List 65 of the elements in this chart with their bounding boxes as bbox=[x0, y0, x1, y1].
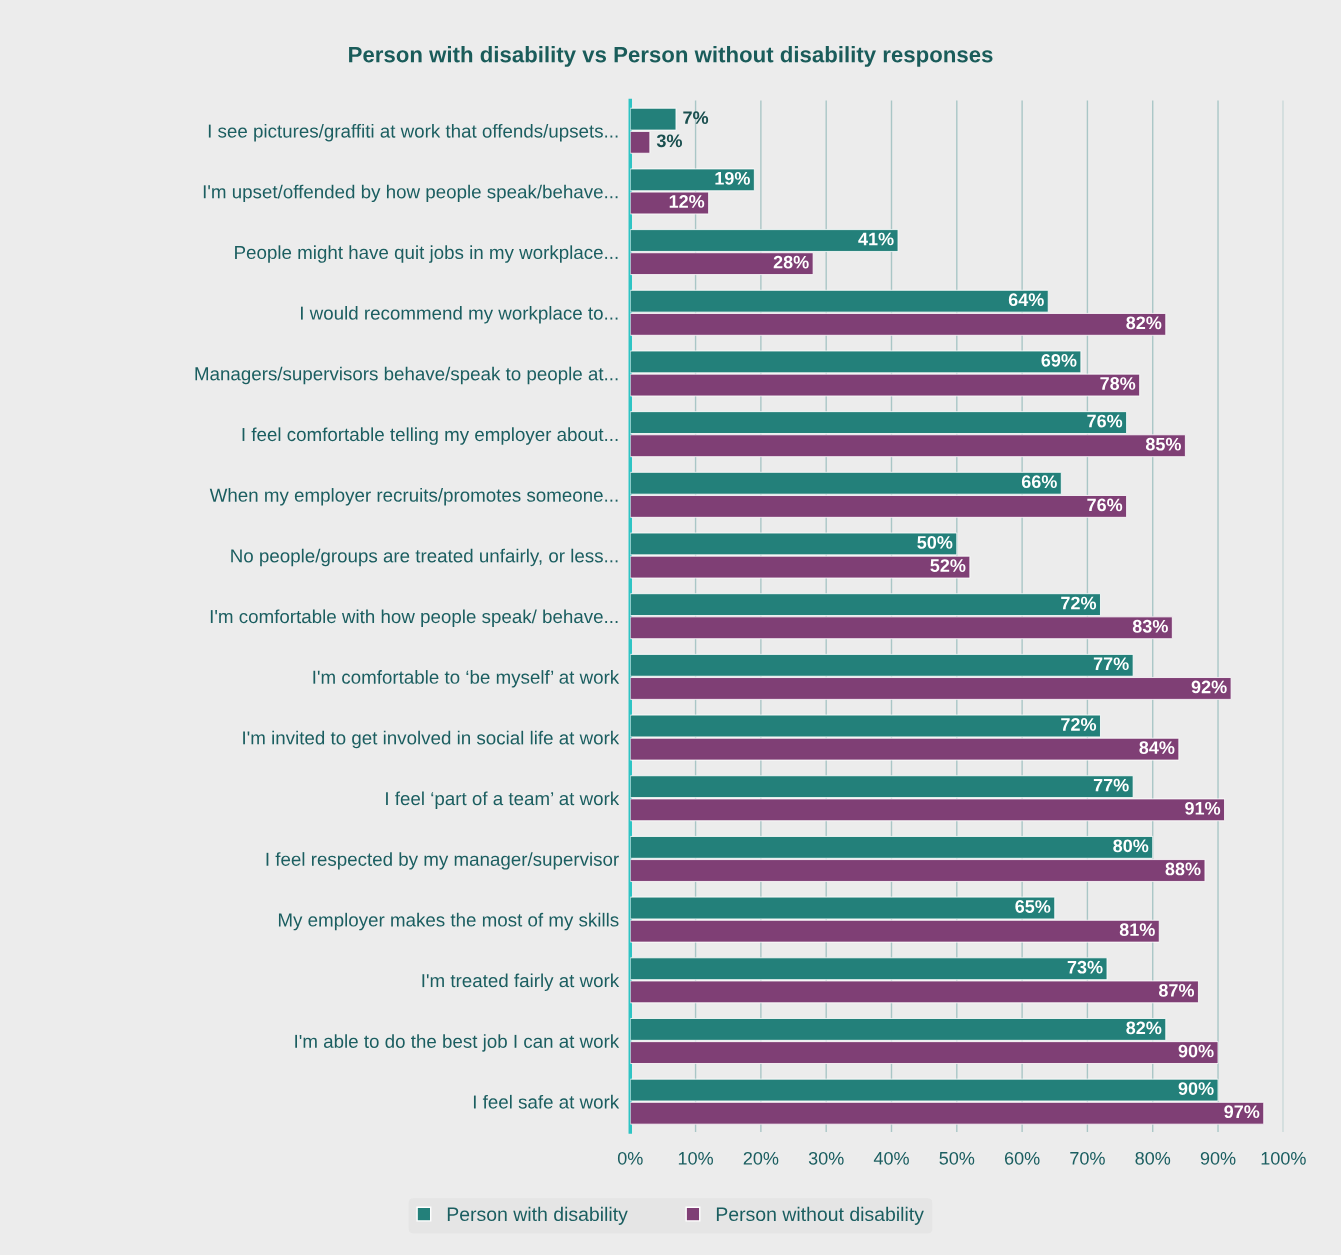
y-tick-label: I'm upset/offended by how people speak/behave... bbox=[203, 184, 618, 203]
data-label: 87% bbox=[1158, 983, 1195, 997]
data-label: 84% bbox=[1139, 741, 1175, 754]
x-tick-label: 60% bbox=[1004, 1151, 1040, 1165]
data-label: 82% bbox=[1126, 316, 1162, 330]
data-label: 78% bbox=[1100, 377, 1136, 390]
data-label: 65% bbox=[1015, 900, 1051, 913]
y-tick-label: I'm invited to get involved in social life at work bbox=[243, 730, 620, 749]
y-tick-label: I would recommend my workplace to... bbox=[301, 306, 618, 324]
legend-label: Person without disability bbox=[716, 1206, 924, 1225]
x-tick-label: 100% bbox=[1261, 1151, 1306, 1165]
x-tick-label: 90% bbox=[1200, 1151, 1236, 1165]
x-tick-label: 40% bbox=[873, 1151, 909, 1165]
data-label: 28% bbox=[773, 255, 809, 269]
data-label: 72% bbox=[1061, 596, 1097, 610]
data-label: 73% bbox=[1067, 960, 1103, 974]
y-tick-label: I feel comfortable telling my employer about... bbox=[242, 427, 618, 445]
y-tick-label: I'm able to do the best job I can at work bbox=[295, 1034, 620, 1052]
chart-title: Person with disability vs Person without disability responses bbox=[349, 46, 993, 67]
y-tick-label: No people/groups are treated unfairly, or less... bbox=[231, 548, 618, 567]
data-label: 41% bbox=[858, 232, 894, 246]
data-label: 81% bbox=[1119, 923, 1155, 937]
y-tick-label: My employer makes the most of my skills bbox=[278, 912, 619, 931]
data-label: 12% bbox=[669, 195, 705, 208]
data-label: 97% bbox=[1224, 1105, 1260, 1119]
x-tick-label: 70% bbox=[1070, 1151, 1105, 1165]
y-tick-label: I'm comfortable to ‘be myself’ at work bbox=[313, 670, 620, 688]
x-tick-label: 10% bbox=[678, 1151, 713, 1165]
data-label: 19% bbox=[715, 171, 750, 185]
data-label: 66% bbox=[1021, 475, 1057, 489]
data-label: 50% bbox=[917, 536, 953, 549]
data-label: 72% bbox=[1061, 718, 1097, 731]
data-label: 52% bbox=[930, 559, 966, 572]
data-label: 83% bbox=[1132, 619, 1168, 633]
data-label: 85% bbox=[1145, 437, 1181, 451]
data-label: 76% bbox=[1087, 414, 1123, 428]
data-label: 64% bbox=[1008, 293, 1044, 307]
y-tick-label: When my employer recruits/promotes someone... bbox=[209, 488, 618, 506]
x-tick-label: 20% bbox=[743, 1151, 779, 1165]
data-label: 92% bbox=[1191, 680, 1227, 694]
data-label: 3% bbox=[656, 134, 683, 148]
data-label: 77% bbox=[1093, 778, 1129, 792]
data-label: 91% bbox=[1185, 801, 1221, 815]
data-label: 77% bbox=[1093, 657, 1129, 671]
data-label: 88% bbox=[1165, 862, 1201, 876]
x-tick-label: 50% bbox=[939, 1151, 975, 1165]
legend-label: Person with disability bbox=[447, 1206, 628, 1225]
data-label: 80% bbox=[1113, 839, 1149, 853]
data-label: 90% bbox=[1178, 1044, 1214, 1058]
data-label: 69% bbox=[1041, 353, 1077, 367]
y-tick-label: I feel ‘part of a team’ at work bbox=[386, 791, 620, 809]
y-tick-label: I feel respected by my manager/supervisor bbox=[266, 852, 619, 870]
y-tick-label: I feel safe at work bbox=[473, 1094, 620, 1109]
y-tick-label: Managers/supervisors behave/speak to people at... bbox=[195, 366, 618, 385]
data-label: 7% bbox=[683, 111, 709, 124]
y-tick-label: People might have quit jobs in my workplace... bbox=[235, 245, 618, 263]
y-tick-label: I'm treated fairly at work bbox=[422, 973, 620, 991]
x-tick-label: 0% bbox=[617, 1151, 643, 1165]
x-tick-label: 80% bbox=[1135, 1151, 1171, 1165]
data-label: 90% bbox=[1178, 1082, 1214, 1095]
y-tick-label: I'm comfortable with how people speak/ behave... bbox=[210, 609, 618, 627]
data-label: 76% bbox=[1087, 498, 1123, 512]
data-label: 82% bbox=[1126, 1021, 1162, 1035]
x-tick-label: 30% bbox=[808, 1151, 844, 1165]
y-tick-label: I see pictures/graffiti at work that offends/upsets... bbox=[208, 123, 618, 142]
